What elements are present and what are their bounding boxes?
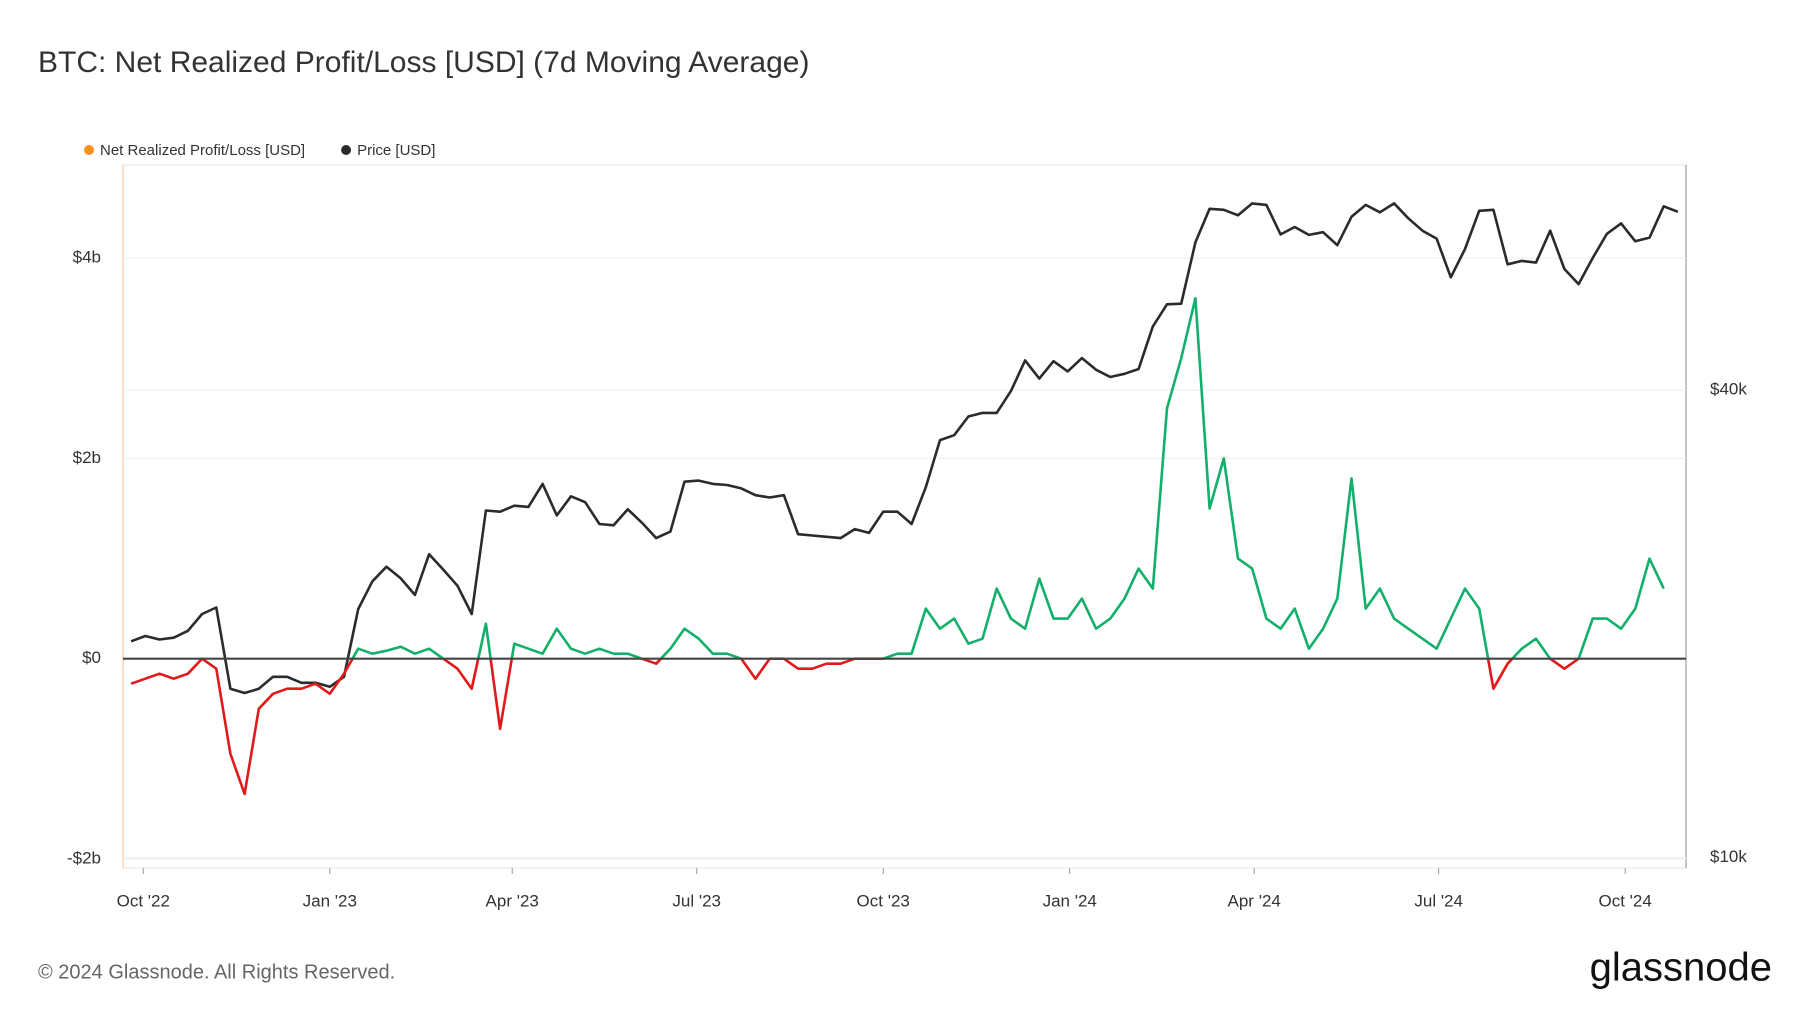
legend-marker [341,145,352,155]
series-line [130,202,1679,695]
y2-tick-label: $10k [1710,847,1747,866]
x-tick-label: Jul '24 [1414,891,1463,910]
x-tick-label: Jan '24 [1043,891,1097,910]
x-tick-label: Apr '24 [1228,891,1281,910]
series-line [130,296,1665,796]
x-tick-label: Oct '22 [117,891,170,910]
x-tick-label: Jan '23 [303,891,357,910]
x-tick-label: Oct '23 [857,891,910,910]
x-tick-label: Apr '23 [486,891,539,910]
y-tick-label: -$2b [67,848,101,867]
legend-marker [84,145,94,155]
x-tick-label: Jul '23 [672,891,721,910]
legend-label: Price [USD] [357,142,435,159]
brand-logo: glassnode [1590,946,1772,990]
y-tick-label: $4b [73,248,101,267]
x-tick-label: Oct '24 [1599,891,1652,910]
legend-label: Net Realized Profit/Loss [USD] [100,142,305,159]
footer: © 2024 Glassnode. All Rights Reserved. [38,961,395,983]
y2-tick-label: $40k [1710,380,1747,399]
y-tick-label: $0 [82,648,101,667]
y-tick-label: $2b [73,448,101,467]
chart-title: BTC: Net Realized Profit/Loss [USD] (7d … [38,46,809,79]
